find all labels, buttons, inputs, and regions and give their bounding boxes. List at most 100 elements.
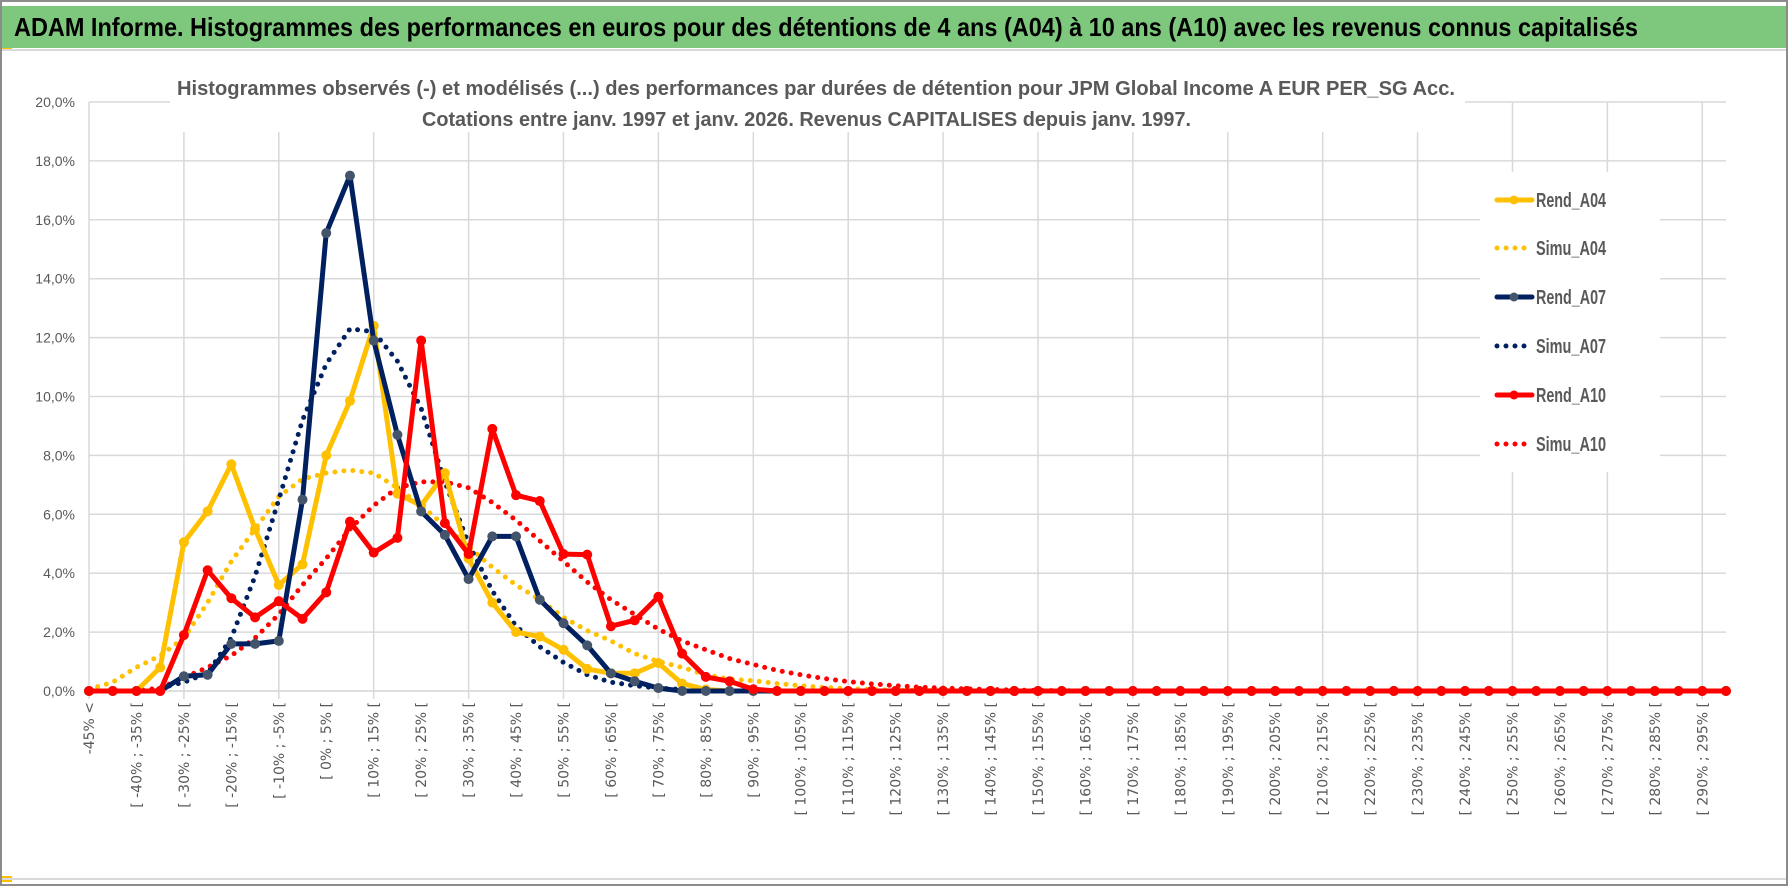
data-point <box>250 612 261 623</box>
x-tick-label: [ 110% ; 115% [ <box>841 702 857 816</box>
data-point <box>1222 686 1233 696</box>
data-point <box>1032 686 1043 696</box>
x-tick-label: -45% < <box>82 702 98 754</box>
data-point <box>511 490 522 501</box>
data-point <box>297 559 308 570</box>
data-point <box>1341 686 1352 696</box>
legend-item-rend-a07: Rend_A07 <box>1494 287 1606 309</box>
data-point <box>273 635 284 646</box>
legend-label: Simu_A04 <box>1536 238 1607 260</box>
observed-curve <box>89 338 1726 694</box>
data-point <box>985 686 996 696</box>
chart-title-background <box>170 70 1465 132</box>
simulated-curve <box>86 479 1729 694</box>
x-tick-label: [ 0% ; 5% [ <box>319 702 335 780</box>
data-point <box>1199 686 1210 696</box>
legend-item-simu-a10: Simu_A10 <box>1494 434 1606 456</box>
data-point <box>344 516 355 527</box>
x-tick-label: [ 30% ; 35% [ <box>462 702 478 798</box>
data-point <box>558 618 569 629</box>
legend-label: Simu_A07 <box>1536 336 1606 358</box>
data-point <box>511 627 522 638</box>
data-point <box>677 686 688 696</box>
data-point <box>107 686 118 696</box>
y-tick-label: 14,0% <box>35 271 75 287</box>
data-point <box>700 686 711 696</box>
data-point <box>653 658 664 669</box>
x-tick-label: [ 20% ; 25% [ <box>414 702 430 798</box>
data-point <box>416 335 427 346</box>
data-point <box>202 669 213 680</box>
x-tick-label: [ 120% ; 125% [ <box>889 702 905 816</box>
data-point <box>84 686 94 696</box>
data-point <box>131 686 142 696</box>
data-point <box>795 686 806 696</box>
data-point <box>938 686 949 696</box>
x-tick-label: [ 190% ; 195% [ <box>1221 702 1237 816</box>
data-point <box>890 686 901 696</box>
y-tick-label: 4,0% <box>43 565 75 581</box>
data-point <box>226 459 237 470</box>
x-tick-label: [ 10% ; 15% [ <box>367 702 383 798</box>
data-point <box>1483 686 1494 696</box>
data-point <box>819 686 830 696</box>
data-point <box>226 638 237 649</box>
data-point <box>1317 686 1328 696</box>
data-point <box>202 506 213 517</box>
chart-title-line2: Cotations entre janv. 1997 et janv. 2026… <box>422 109 1191 131</box>
data-point <box>629 676 640 687</box>
data-point <box>297 494 308 505</box>
x-tick-label: [ 200% ; 205% [ <box>1268 702 1284 816</box>
data-point <box>629 668 640 679</box>
data-point <box>463 574 474 585</box>
data-point <box>1388 686 1399 696</box>
data-point <box>724 686 735 696</box>
legend-swatch-marker <box>1509 292 1519 302</box>
data-point <box>582 640 593 651</box>
data-point <box>1697 686 1708 696</box>
data-point <box>487 423 498 434</box>
data-point <box>605 621 616 632</box>
x-tick-label: [ 160% ; 165% [ <box>1078 702 1094 816</box>
data-point <box>582 663 593 674</box>
y-tick-label: 18,0% <box>35 153 75 169</box>
data-point <box>1104 686 1115 696</box>
header-bar <box>2 6 1786 48</box>
data-point <box>1578 686 1589 696</box>
legend-item-rend-a04: Rend_A04 <box>1494 190 1607 212</box>
x-tick-label: [ 50% ; 55% [ <box>556 702 572 798</box>
data-point <box>558 549 569 560</box>
x-tick-label: [ 180% ; 185% [ <box>1173 702 1189 816</box>
data-point <box>202 565 213 576</box>
data-point <box>1246 686 1257 696</box>
data-point <box>961 686 972 696</box>
data-point <box>1507 686 1518 696</box>
data-point <box>226 593 237 604</box>
x-tick-label: [ 240% ; 245% [ <box>1458 702 1474 816</box>
legend-label: Rend_A04 <box>1536 190 1607 212</box>
data-point <box>463 549 474 560</box>
data-point <box>866 686 877 696</box>
y-tick-label: 10,0% <box>35 389 75 405</box>
data-point <box>1009 686 1020 696</box>
data-point <box>1365 686 1376 696</box>
data-point <box>1127 686 1138 696</box>
data-point <box>700 671 711 682</box>
x-axis-labels: -45% < [ -40% ; -35% [[ -30% ; -25% [[ -2… <box>82 702 1711 816</box>
x-tick-label: [ 70% ; 75% [ <box>651 702 667 798</box>
data-point <box>1436 686 1447 696</box>
data-point <box>629 615 640 626</box>
data-point <box>1056 686 1067 696</box>
data-point <box>487 597 498 608</box>
y-tick-label: 16,0% <box>35 212 75 228</box>
data-point <box>653 683 664 694</box>
x-tick-label: [ 60% ; 65% [ <box>604 702 620 798</box>
data-point <box>582 549 593 560</box>
data-point <box>677 648 688 659</box>
chart-title-line1: Histogrammes observés (-) et modélisés (… <box>177 78 1455 100</box>
data-point <box>558 644 569 655</box>
y-tick-label: 8,0% <box>43 447 75 463</box>
data-point <box>1531 686 1542 696</box>
x-tick-label: [ -10% ; -5% [ <box>272 702 288 799</box>
